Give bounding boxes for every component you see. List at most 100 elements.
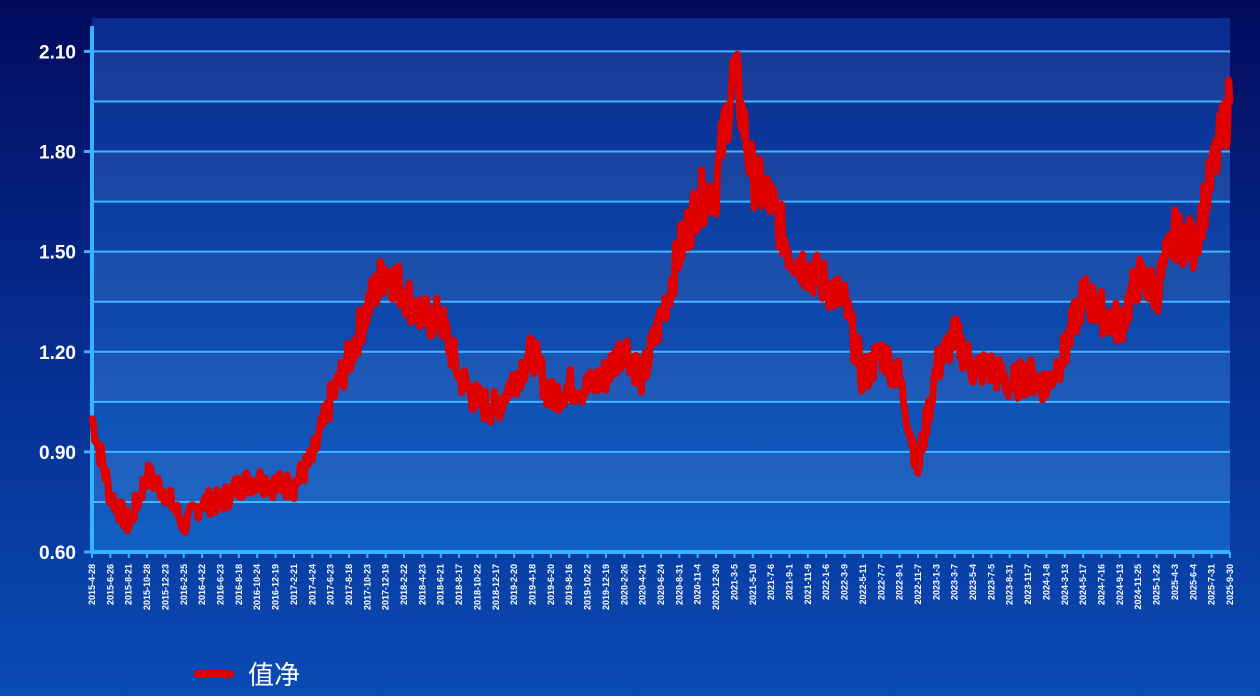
data-point [254,476,260,482]
x-tick-label: 2015-10-28 [142,564,152,610]
data-point [805,265,811,271]
data-point [1154,289,1160,295]
data-point [273,482,279,488]
data-point [107,492,113,498]
y-tick-label: 1.50 [39,243,76,264]
data-point [1080,292,1086,298]
data-point [89,416,95,421]
x-tick-label: 2024-7-16 [1097,564,1107,605]
x-tick-label: 2024-5-17 [1078,564,1088,605]
data-point [786,249,792,255]
x-tick-label: 2018-4-23 [417,564,427,605]
series-layer [88,50,1234,536]
data-point [750,175,756,181]
data-point [1209,175,1215,181]
x-tick-label: 2023-5-4 [968,564,978,600]
x-tick-label: 2025-4-3 [1170,564,1180,600]
data-point [493,405,499,411]
x-tick-label: 2019-4-18 [528,564,538,605]
data-point [401,289,407,295]
data-point [676,249,682,255]
data-point [768,199,774,205]
x-tick-label: 2020-11-4 [693,564,703,605]
x-tick-label: 2021-3-5 [729,564,739,600]
x-tick-label: 2021-11-9 [803,564,813,605]
x-tick-label: 2022-5-11 [858,564,868,605]
x-tick-label: 2017-10-23 [362,564,372,610]
data-point [383,265,389,271]
data-point [952,332,958,338]
data-point [346,355,352,361]
x-tick-label: 2015-12-23 [160,564,170,610]
x-tick-label: 2018-2-22 [399,564,409,605]
data-point [933,365,939,371]
x-tick-label: 2016-4-22 [197,564,207,605]
grid [92,50,1230,503]
data-point [126,522,132,528]
data-point [860,375,866,381]
data-point [162,489,168,495]
x-tick-label: 2018-8-17 [454,564,464,605]
x-tick-label: 2016-6-23 [215,564,225,605]
y-tick-label: 0.90 [39,443,76,464]
x-tick-label: 2025-7-31 [1207,564,1217,605]
data-point [970,365,976,371]
x-tick-label: 2017-12-19 [381,564,391,610]
x-tick-label: 2017-6-23 [326,564,336,605]
data-point [621,342,627,348]
data-point [144,472,150,478]
data-point [878,349,884,355]
grid-band [92,251,1230,302]
data-point [658,315,664,321]
x-tick-label: 2016-2-25 [179,564,189,605]
data-point [309,456,315,462]
x-tick-labels: 2015-4-28 2015-6-26 2015-8-21 2015-10-28 201… [87,564,1235,610]
x-tick-label: 2017-2-21 [289,564,299,605]
x-tick-label: 2016-8-18 [234,564,244,605]
y-tick-labels: 0.60 0.90 1.20 1.50 1.80 2.10 [39,42,76,564]
data-point [456,372,462,378]
data-point [1062,349,1068,355]
data-point [511,375,517,381]
x-tick-label: 2019-2-20 [509,564,519,605]
data-point [842,299,848,305]
x-tick-label: 2015-6-26 [105,564,115,605]
x-tick-label: 2024-9-13 [1115,564,1125,605]
data-point [1190,242,1196,248]
data-point [1025,372,1031,378]
x-tick-label: 2018-10-22 [472,564,482,610]
x-tick-label: 2024-11-25 [1133,564,1143,610]
x-tick-label: 2025-1-22 [1152,564,1162,605]
x-tick-label: 2023-1-3 [931,564,941,600]
data-point [640,375,646,381]
grid-band [92,51,1230,102]
data-point [1117,322,1123,328]
y-tick-label: 1.80 [39,143,76,164]
data-point [217,499,223,505]
x-tick-label: 2022-7-7 [876,564,886,600]
legend: 值净 [194,661,300,691]
data-point [823,282,829,288]
x-tick-label: 2023-7-5 [986,564,996,600]
data-point [291,482,297,488]
x-tick-label: 2021-9-1 [784,564,794,600]
data-point [585,385,591,391]
x-tick-label: 2018-12-17 [491,564,501,610]
x-tick-label: 2025-6-4 [1188,564,1198,600]
data-point [364,305,370,311]
x-tick-label: 2017-4-24 [307,564,317,605]
data-point [1043,382,1049,388]
series-line-0 [88,50,1234,536]
x-tick-label: 2019-8-16 [564,564,574,605]
x-tick-label: 2020-8-31 [674,564,684,605]
data-point [1135,275,1141,281]
x-tick-label: 2020-6-24 [656,564,666,605]
x-tick-label: 2017-8-18 [344,564,354,605]
legend-label: 值净 [248,661,300,691]
data-point [199,499,205,505]
grid-band [92,151,1230,202]
data-point [1172,232,1178,238]
x-tick-label: 2021-7-6 [766,564,776,600]
